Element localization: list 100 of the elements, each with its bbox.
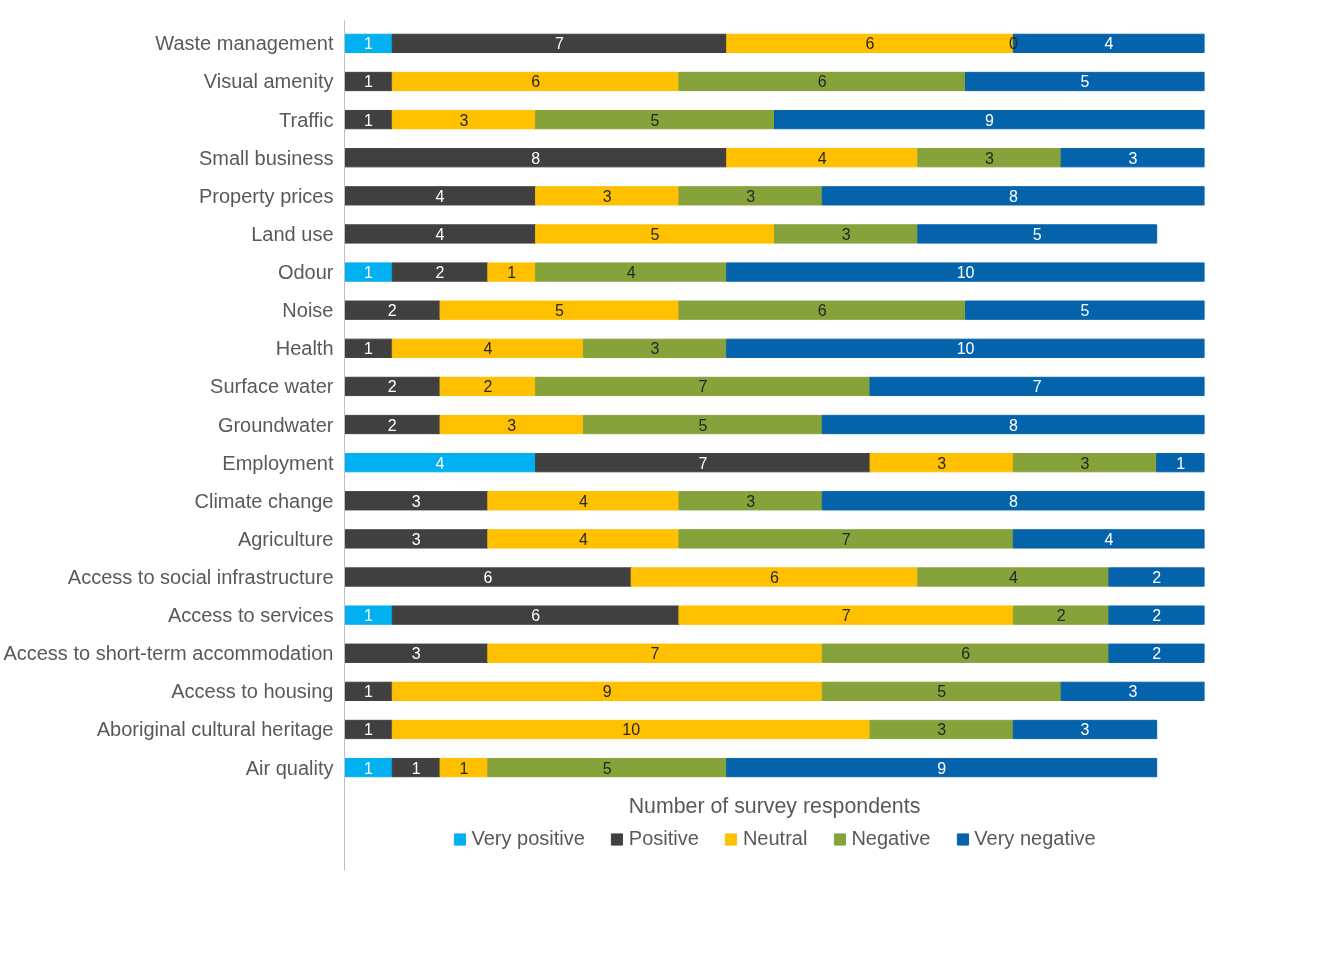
x-axis-title: Number of survey respondents	[628, 793, 921, 818]
data-label: 3	[841, 225, 851, 243]
data-label: 4	[1104, 35, 1114, 53]
data-label: 2	[1152, 569, 1162, 586]
data-label: 3	[1080, 721, 1090, 739]
data-label: 4	[1104, 530, 1114, 548]
data-label: 2	[435, 264, 445, 282]
data-label: 5	[650, 225, 660, 243]
data-label: 3	[650, 340, 660, 358]
data-label: 7	[650, 645, 660, 663]
data-label: 1	[363, 607, 373, 625]
data-label: 1	[363, 683, 373, 701]
data-label: 4	[578, 530, 588, 548]
data-label: 2	[387, 378, 397, 396]
y-tick-label: Access to services	[167, 604, 334, 627]
y-tick-label: Odour	[277, 261, 334, 284]
data-label: 5	[650, 111, 660, 129]
data-label: 5	[937, 683, 947, 701]
data-label: 1	[1176, 454, 1186, 472]
data-label: 1	[459, 759, 469, 777]
legend-label: Negative	[851, 827, 931, 850]
data-label: 10	[956, 264, 975, 282]
data-label: 9	[937, 759, 947, 777]
y-tick-label: Access to short-term accommodation	[3, 642, 334, 665]
data-label: 4	[626, 264, 636, 282]
y-tick-label: Property prices	[199, 184, 334, 207]
y-tick-label: Climate change	[194, 489, 334, 512]
data-label: 4	[435, 225, 445, 243]
data-label: 6	[817, 302, 827, 320]
legend-label: Positive	[628, 827, 699, 850]
data-label: 3	[459, 111, 469, 129]
data-label: 1	[507, 264, 517, 282]
data-label: 1	[363, 111, 373, 129]
data-label: 1	[411, 759, 421, 777]
data-label: 2	[483, 378, 493, 396]
y-tick-label: Groundwater	[217, 413, 334, 436]
legend-label: Very positive	[471, 827, 585, 850]
y-tick-label: Waste management	[155, 32, 334, 55]
data-label: 7	[555, 35, 565, 53]
y-tick-label: Land use	[251, 222, 334, 245]
data-label: 10	[622, 721, 641, 739]
y-tick-label: Health	[275, 337, 334, 360]
data-label: 3	[937, 454, 947, 472]
data-label: 2	[1056, 607, 1066, 625]
data-label: 6	[531, 73, 541, 91]
data-label: 5	[1080, 302, 1090, 320]
legend-label: Neutral	[742, 827, 808, 850]
data-label: 2	[387, 416, 397, 434]
data-label: 8	[531, 149, 541, 167]
data-label: 3	[985, 149, 995, 167]
data-label: 5	[602, 759, 612, 777]
data-label: 7	[698, 454, 708, 472]
data-label: 3	[411, 492, 421, 510]
data-label: 6	[817, 73, 827, 91]
data-label: 3	[937, 721, 947, 739]
data-label: 4	[1008, 569, 1018, 586]
data-label: 3	[411, 530, 421, 548]
data-label: 4	[435, 187, 445, 205]
y-tick-label: Traffic	[279, 108, 334, 131]
data-label: 3	[746, 492, 756, 510]
data-label: 7	[841, 530, 851, 548]
data-label: 5	[1080, 73, 1090, 91]
data-label: 3	[411, 645, 421, 663]
data-label: 6	[770, 569, 780, 586]
y-tick-label: Employment	[222, 451, 334, 474]
y-tick-label: Surface water	[210, 375, 334, 398]
data-label: 9	[602, 683, 612, 701]
legend-label: Very negative	[974, 827, 1096, 850]
y-tick-label: Aboriginal cultural heritage	[96, 718, 334, 741]
data-label: 2	[1152, 645, 1162, 663]
y-tick-label: Agriculture	[237, 527, 334, 550]
data-label: 1	[363, 340, 373, 358]
data-label: 7	[841, 607, 851, 625]
data-label: 6	[865, 35, 875, 53]
data-label: 3	[602, 187, 612, 205]
data-label: 6	[483, 569, 493, 586]
data-label: 6	[961, 645, 971, 663]
data-label: 3	[507, 416, 517, 434]
y-tick-label: Small business	[199, 146, 334, 169]
y-tick-label: Visual amenity	[203, 70, 334, 93]
data-label: 2	[387, 302, 397, 320]
data-label: 7	[698, 378, 708, 396]
y-tick-label: Access to housing	[171, 680, 334, 703]
data-label: 8	[1008, 492, 1018, 510]
data-label: 5	[555, 302, 565, 320]
data-label: 3	[1128, 149, 1138, 167]
data-label: 3	[746, 187, 756, 205]
data-label: 1	[363, 73, 373, 91]
y-tick-label: Noise	[282, 299, 334, 322]
data-label: 1	[363, 759, 373, 777]
data-label: 4	[483, 340, 493, 358]
data-label: 1	[363, 35, 373, 53]
data-label: 6	[531, 607, 541, 625]
data-label: 7	[1032, 378, 1042, 396]
data-label: 3	[1080, 454, 1090, 472]
data-label: 4	[817, 149, 827, 167]
data-label: 10	[956, 340, 975, 358]
data-label: 5	[1032, 225, 1042, 243]
data-label: 4	[435, 454, 445, 472]
y-tick-label: Air quality	[245, 756, 334, 779]
